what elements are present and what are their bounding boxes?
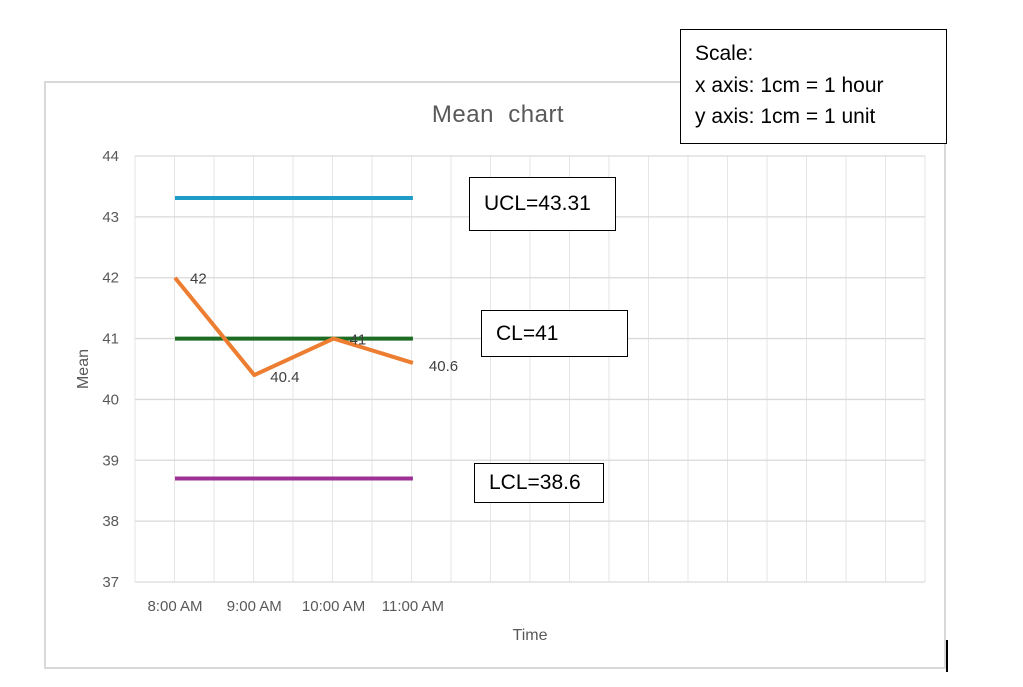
mean-series-line	[173, 276, 414, 378]
scale-title: Scale:	[695, 42, 754, 65]
y-axis-title: Mean	[75, 349, 92, 389]
ucl-label-box: UCL=43.31	[469, 177, 616, 231]
scale-note-box: Scale: x axis: 1cm = 1 hour y axis: 1cm …	[680, 29, 947, 144]
frame-edge-mark	[946, 640, 948, 672]
cl-label: CL=41	[496, 321, 559, 345]
x-tick-label: 11:00 AM	[382, 598, 444, 615]
ucl-label: UCL=43.31	[484, 192, 591, 215]
lcl-label-box: LCL=38.6	[474, 463, 604, 503]
y-tick-label: 38	[102, 513, 119, 530]
scale-x-axis: x axis: 1cm = 1 hour	[695, 73, 884, 97]
y-tick-label: 39	[102, 452, 119, 469]
gridlines	[134, 155, 926, 583]
y-tick-label: 40	[102, 391, 119, 408]
y-tick-label: 37	[102, 574, 119, 591]
x-tick-label: 8:00 AM	[147, 598, 202, 615]
lcl-label: LCL=38.6	[489, 471, 581, 494]
tick-labels: 37 38 39 40 41 42 43 44 8:00 AM 9:00 AM 10:00 AM 11…	[102, 148, 444, 615]
y-tick-label: 42	[102, 270, 119, 287]
mean-data-label: 42	[190, 271, 207, 288]
x-axis-title: Time	[513, 627, 548, 644]
data-labels: 42 40.4 41 40.6	[190, 271, 458, 386]
mean-data-label: 40.4	[270, 369, 299, 386]
x-tick-label: 9:00 AM	[227, 598, 282, 615]
mean-data-label: 40.6	[429, 358, 458, 375]
y-tick-label: 43	[102, 209, 119, 226]
x-tick-label: 10:00 AM	[302, 598, 365, 615]
chart-title: Mean chart	[432, 101, 564, 128]
mean-data-label: 41	[350, 332, 367, 349]
y-tick-label: 44	[102, 148, 119, 165]
series-lines	[173, 195, 414, 481]
cl-label-box: CL=41	[481, 310, 628, 357]
y-tick-label: 41	[102, 331, 119, 348]
scale-y-axis: y axis: 1cm = 1 unit	[695, 105, 876, 128]
